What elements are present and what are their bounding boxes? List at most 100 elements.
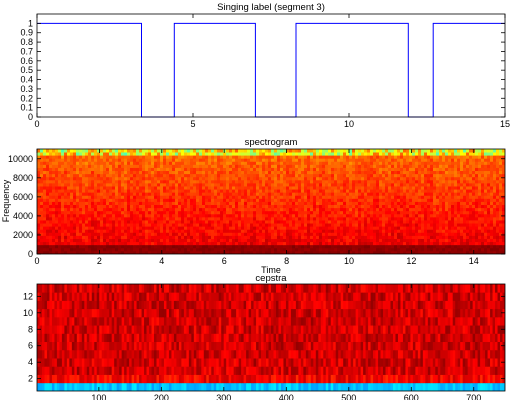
spectrogram-cell bbox=[340, 220, 344, 224]
spectrogram-cell bbox=[424, 235, 428, 239]
spectrogram-cell bbox=[178, 155, 182, 159]
spectrogram-cell bbox=[472, 189, 476, 193]
spectrogram-cell bbox=[49, 213, 53, 218]
spectrogram-cell bbox=[397, 204, 401, 209]
spectrogram-cell bbox=[181, 179, 185, 184]
spectrogram-cell bbox=[295, 186, 299, 190]
spectrogram-cell bbox=[277, 247, 281, 252]
spectrogram-cell bbox=[301, 207, 305, 212]
spectrogram-cell bbox=[79, 220, 83, 224]
spectrogram-cell bbox=[502, 204, 505, 209]
spectrogram-cell bbox=[271, 207, 275, 212]
spectrogram-cell bbox=[430, 247, 434, 252]
spectrogram-cell bbox=[112, 173, 116, 178]
spectrogram-cell bbox=[487, 201, 491, 205]
spectrogram-cell bbox=[313, 198, 317, 202]
spectrogram-cell bbox=[352, 198, 356, 202]
spectrogram-cell bbox=[94, 220, 98, 224]
spectrogram-cell bbox=[190, 207, 194, 212]
spectrogram-cell bbox=[241, 226, 245, 230]
spectrogram-cell bbox=[229, 223, 233, 227]
spectrogram-cell bbox=[178, 204, 182, 209]
spectrogram-cell bbox=[181, 167, 185, 172]
spectrogram-cell bbox=[97, 207, 101, 212]
spectrogram-cell bbox=[118, 164, 122, 168]
spectrogram-cell bbox=[394, 201, 398, 205]
spectrogram-cell bbox=[235, 235, 239, 239]
spectrogram-cell bbox=[346, 158, 350, 162]
spectrogram-cell bbox=[97, 232, 101, 236]
spectrogram-cell bbox=[40, 161, 44, 165]
spectrogram-cell bbox=[58, 158, 62, 162]
spectrogram-cell bbox=[235, 207, 239, 212]
spectrogram-cell bbox=[280, 198, 284, 202]
spectrogram-cell bbox=[151, 229, 155, 233]
spectrogram-cell bbox=[421, 204, 425, 209]
spectrogram-cell bbox=[196, 216, 200, 221]
spectrogram-cell bbox=[166, 226, 170, 230]
spectrogram-cell bbox=[46, 170, 50, 175]
spectrogram-cell bbox=[289, 198, 293, 202]
spectrogram-cell bbox=[310, 158, 314, 162]
spectrogram-cell bbox=[442, 223, 446, 227]
spectrogram-cell bbox=[103, 161, 107, 165]
spectrogram-cell bbox=[106, 244, 110, 249]
spectrogram-cell bbox=[37, 241, 41, 246]
spectrogram-cell bbox=[82, 216, 86, 221]
spectrogram-cell bbox=[115, 176, 119, 181]
spectrogram-cell bbox=[382, 223, 386, 227]
spectrogram-cell bbox=[403, 232, 407, 236]
spectrogram-cell bbox=[457, 176, 461, 181]
spectrogram-cell bbox=[205, 186, 209, 190]
spectrogram-cell bbox=[307, 192, 311, 196]
spectrogram-cell bbox=[220, 155, 224, 159]
spectrogram-cell bbox=[316, 182, 320, 187]
spectrogram-cell bbox=[139, 164, 143, 168]
spectrogram-cell bbox=[145, 167, 149, 172]
spectrogram-cell bbox=[289, 201, 293, 205]
spectrogram-cell bbox=[487, 179, 491, 184]
spectrogram-cell bbox=[433, 192, 437, 196]
spectrogram-cell bbox=[421, 176, 425, 181]
spectrogram-cell bbox=[490, 207, 494, 212]
spectrogram-cell bbox=[79, 161, 83, 165]
spectrogram-cell bbox=[124, 229, 128, 233]
spectrogram-cell bbox=[490, 223, 494, 227]
spectrogram-cell bbox=[334, 186, 338, 190]
spectrogram-cell bbox=[355, 182, 359, 187]
spectrogram-cell bbox=[172, 182, 176, 187]
spectrogram-cell bbox=[238, 247, 242, 252]
spectrogram-cell bbox=[448, 198, 452, 202]
spectrogram-cell bbox=[346, 176, 350, 181]
spectrogram-cell bbox=[43, 216, 47, 221]
spectrogram-cell bbox=[292, 241, 296, 246]
spectrogram-cell bbox=[130, 229, 134, 233]
spectrogram-cell bbox=[196, 161, 200, 165]
spectrogram-cell bbox=[103, 235, 107, 239]
spectrogram-cell bbox=[250, 213, 254, 218]
spectrogram-cell bbox=[457, 204, 461, 209]
spectrogram-cell bbox=[100, 229, 104, 233]
spectrogram-cell bbox=[244, 207, 248, 212]
spectrogram-cell bbox=[133, 223, 137, 227]
spectrogram-cell bbox=[280, 216, 284, 221]
spectrogram-cell bbox=[199, 170, 203, 175]
spectrogram-cell bbox=[193, 207, 197, 212]
spectrogram-cell bbox=[415, 158, 419, 162]
spectrogram-cell bbox=[457, 192, 461, 196]
spectrogram-cell bbox=[373, 164, 377, 168]
spectrogram-cell bbox=[304, 201, 308, 205]
spectrogram-cell bbox=[214, 220, 218, 224]
spectrogram-cell bbox=[280, 232, 284, 236]
spectrogram-cell bbox=[373, 173, 377, 178]
spectrogram-cell bbox=[313, 186, 317, 190]
spectrogram-cell bbox=[70, 161, 74, 165]
spectrogram-cell bbox=[121, 173, 125, 178]
spectrogram-cell bbox=[121, 176, 125, 181]
spectrogram-cell bbox=[205, 192, 209, 196]
spectrogram-cell bbox=[349, 155, 353, 159]
spectrogram-cell bbox=[391, 223, 395, 227]
spectrogram-cell bbox=[502, 207, 505, 212]
spectrogram-cell bbox=[292, 226, 296, 230]
spectrogram-cell bbox=[235, 164, 239, 168]
